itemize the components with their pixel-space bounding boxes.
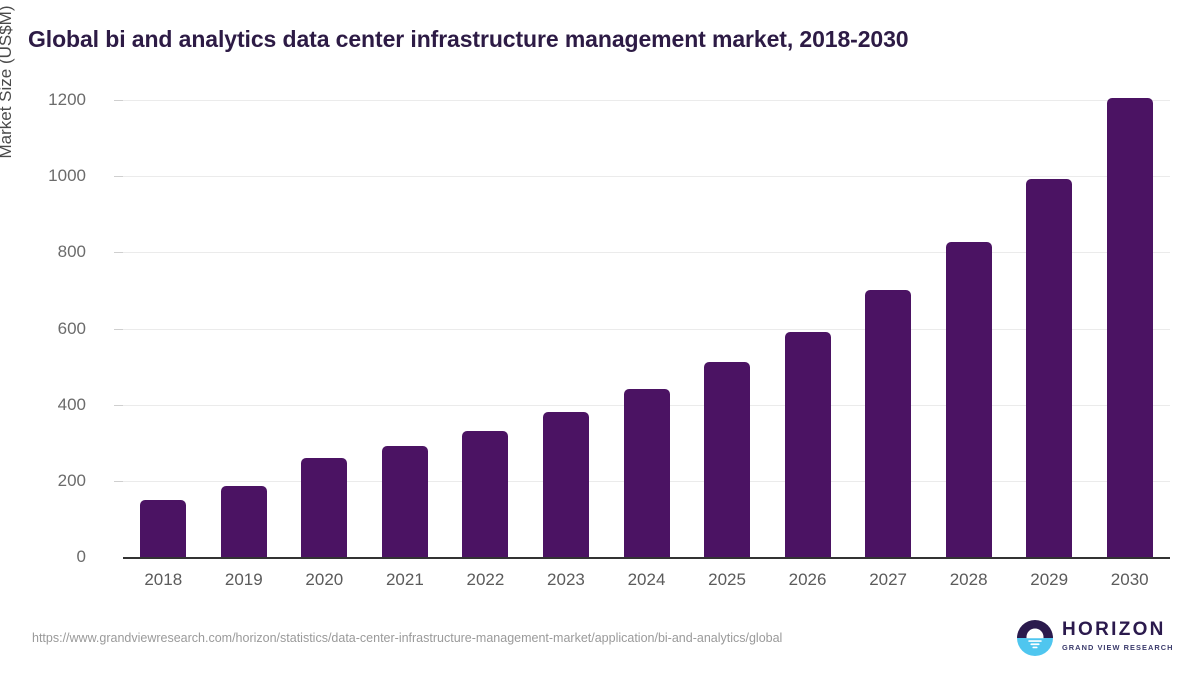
x-axis-tick-label: 2026 <box>788 570 827 589</box>
x-axis-tick-label: 2022 <box>466 570 505 589</box>
bar[interactable] <box>704 362 751 557</box>
x-axis-tick-label: 2025 <box>708 570 746 589</box>
bar[interactable] <box>140 499 187 557</box>
x-axis-tick-labels: 2018 2019 2020 2021 2022 2023 2024 2025 2026 2027… <box>123 570 1170 598</box>
x-axis-tick-label: 2018 <box>144 570 183 589</box>
plot-area <box>114 98 1170 557</box>
gridline <box>123 100 1170 101</box>
bar[interactable] <box>462 430 509 557</box>
x-axis-tick-label: 2019 <box>224 570 263 589</box>
x-axis-tick-label: 2030 <box>1110 570 1149 589</box>
bar[interactable] <box>623 389 670 557</box>
bar[interactable] <box>945 242 992 557</box>
y-axis-tick-label: 400 <box>57 394 86 414</box>
x-axis-tick-label: 2024 <box>627 570 666 589</box>
y-axis-tick <box>114 328 123 330</box>
bar[interactable] <box>381 445 428 557</box>
page-title: Global bi and analytics data center infr… <box>28 26 909 52</box>
y-axis-tick-label: 600 <box>57 318 86 338</box>
y-axis-tick <box>114 252 123 254</box>
bar[interactable] <box>784 331 831 557</box>
bar[interactable] <box>1026 179 1073 557</box>
y-axis-tick-label: 200 <box>57 470 86 490</box>
x-axis-tick-label: 2021 <box>385 570 424 589</box>
bar[interactable] <box>865 290 912 557</box>
y-axis-tick <box>114 100 123 101</box>
logo-subtext: GRAND VIEW RESEARCH <box>1062 643 1174 652</box>
horizon-logo: HORIZON GRAND VIEW RESEARCH <box>1012 616 1172 660</box>
y-axis-tick-label: 1000 <box>48 166 86 186</box>
x-axis-tick-label: 2023 <box>547 570 585 589</box>
horizon-logo-text: HORIZON GRAND VIEW RESEARCH <box>1062 620 1174 653</box>
y-axis-tick-label: 0 <box>76 547 86 566</box>
source-url[interactable]: https://www.grandviewresearch.com/horizo… <box>32 631 783 645</box>
x-axis-tick-label: 2028 <box>949 570 988 589</box>
bar[interactable] <box>1106 98 1153 557</box>
horizon-logo-icon <box>1017 620 1053 656</box>
bar[interactable] <box>301 458 348 557</box>
x-axis-tick-label: 2029 <box>1030 570 1069 589</box>
gridline <box>123 176 1170 178</box>
bar[interactable] <box>542 411 589 557</box>
y-axis-tick-labels: 0 200 400 600 800 1000 1200 <box>0 90 108 566</box>
y-axis-tick-label: 800 <box>57 242 86 262</box>
logo-wordmark: HORIZON <box>1062 619 1166 640</box>
y-axis-tick-label: 1200 <box>48 90 86 109</box>
gridline <box>123 328 1170 330</box>
gridline <box>123 252 1170 254</box>
bar[interactable] <box>220 485 267 557</box>
y-axis-tick <box>114 480 123 482</box>
y-axis-tick <box>114 176 123 178</box>
x-axis-tick-label: 2020 <box>305 570 344 589</box>
x-axis-line <box>123 557 1170 559</box>
y-axis-tick <box>114 404 123 406</box>
x-axis-tick-label: 2027 <box>869 570 908 589</box>
